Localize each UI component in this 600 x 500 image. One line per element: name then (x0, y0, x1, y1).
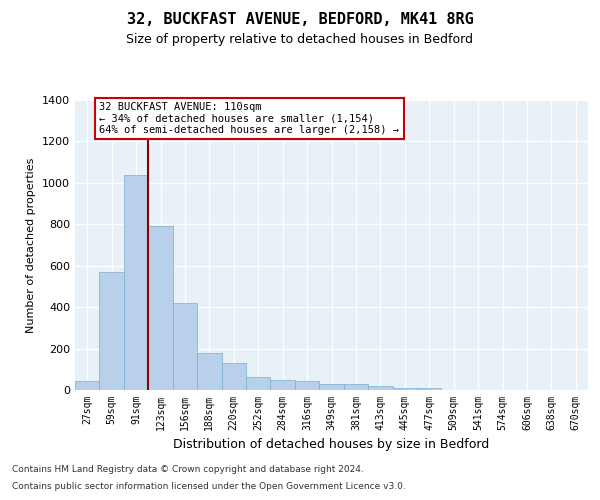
Bar (344, 384, 368, 390)
Bar (100, 272, 124, 390)
Bar (221, 363, 246, 390)
Bar (319, 384, 344, 390)
Bar (295, 380, 319, 390)
Bar (392, 388, 417, 390)
Text: 32, BUCKFAST AVENUE, BEDFORD, MK41 8RG: 32, BUCKFAST AVENUE, BEDFORD, MK41 8RG (127, 12, 473, 28)
Bar (173, 303, 197, 390)
X-axis label: Distribution of detached houses by size in Bedford: Distribution of detached houses by size … (173, 438, 490, 452)
Bar (75, 380, 100, 390)
Bar (417, 388, 442, 390)
Text: Size of property relative to detached houses in Bedford: Size of property relative to detached ho… (127, 32, 473, 46)
Text: 32 BUCKFAST AVENUE: 110sqm
← 34% of detached houses are smaller (1,154)
64% of s: 32 BUCKFAST AVENUE: 110sqm ← 34% of deta… (100, 102, 400, 135)
Bar (271, 380, 295, 390)
Bar (197, 352, 221, 390)
Text: Contains HM Land Registry data © Crown copyright and database right 2024.: Contains HM Land Registry data © Crown c… (12, 466, 364, 474)
Bar (368, 386, 392, 390)
Bar (124, 174, 148, 390)
Y-axis label: Number of detached properties: Number of detached properties (26, 158, 37, 332)
Bar (246, 376, 271, 390)
Text: Contains public sector information licensed under the Open Government Licence v3: Contains public sector information licen… (12, 482, 406, 491)
Bar (148, 226, 173, 390)
